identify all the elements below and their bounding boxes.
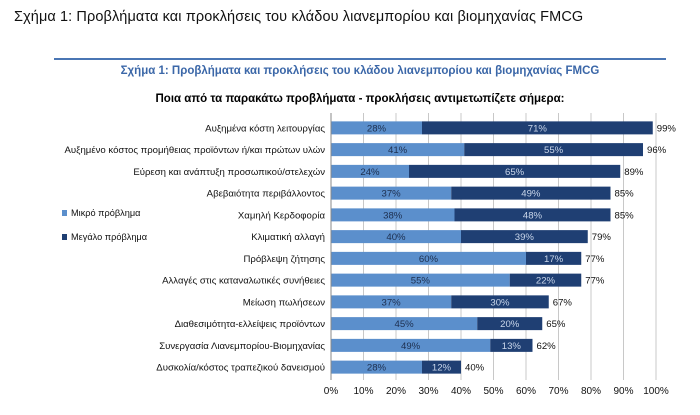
bar-small-problem <box>331 273 510 287</box>
bar-value-label: 37% <box>382 189 402 200</box>
chart-title: Σχήμα 1: Προβλήματα και προκλήσεις του κ… <box>120 65 600 77</box>
category-label: Συνεργασία Λιανεμπορίου-Βιομηχανίας <box>159 341 325 352</box>
bar-total-label: 79% <box>592 232 612 243</box>
bar-value-label: 30% <box>490 297 510 308</box>
bar-total-label: 85% <box>615 210 635 221</box>
bar-total-label: 89% <box>624 167 644 178</box>
bar-value-label: 20% <box>500 319 520 330</box>
bar-small-problem <box>331 295 452 309</box>
bar-value-label: 65% <box>505 167 525 178</box>
bar-big-problem <box>409 164 621 178</box>
bar-small-problem <box>331 338 491 352</box>
bar-big-problem <box>454 208 611 222</box>
bar-total-label: 67% <box>553 297 573 308</box>
bar-value-label: 28% <box>367 363 387 374</box>
bar-value-label: 45% <box>395 319 415 330</box>
bar-value-label: 41% <box>388 145 408 156</box>
x-tick-label: 30% <box>418 386 438 397</box>
x-tick-label: 40% <box>451 386 471 397</box>
bar-big-problem <box>422 360 461 374</box>
bar-big-problem <box>526 251 582 265</box>
category-label: Αβεβαιότητα περιβάλλοντος <box>207 189 326 200</box>
bar-total-label: 85% <box>615 189 635 200</box>
bar-value-label: 38% <box>383 210 403 221</box>
bar-value-label: 60% <box>419 254 439 265</box>
x-tick-label: 80% <box>581 386 601 397</box>
bar-small-problem <box>331 164 409 178</box>
bar-big-problem <box>451 186 611 200</box>
x-tick-label: 20% <box>386 386 406 397</box>
bar-big-problem <box>451 295 549 309</box>
bar-value-label: 55% <box>411 276 431 287</box>
bar-value-label: 12% <box>432 363 452 374</box>
bar-value-label: 24% <box>360 167 380 178</box>
legend-label: Μεγάλο πρόβλημα <box>71 232 148 242</box>
category-label: Διαθεσιμότητα-ελλείψεις προϊόντων <box>175 319 326 330</box>
bar-value-label: 71% <box>528 123 548 134</box>
bar-big-problem <box>464 143 643 157</box>
legend-swatch <box>62 210 67 216</box>
bar-total-label: 62% <box>537 341 557 352</box>
x-tick-label: 0% <box>324 386 339 397</box>
category-label: Αυξημένα κόστη λειτουργίας <box>205 123 325 134</box>
category-label: Δυσκολία/κόστος τραπεζικού δανεισμού <box>156 363 325 374</box>
bar-value-label: 28% <box>367 123 387 134</box>
category-label: Εύρεση και ανάπτυξη προσωπικού/στελεχών <box>133 167 325 178</box>
bar-total-label: 77% <box>585 276 605 287</box>
bar-total-label: 99% <box>657 123 677 134</box>
chart-frame: Σχήμα 1: Προβλήματα και προκλήσεις του κ… <box>54 58 666 412</box>
category-label: Αλλαγές στις καταναλωτικές συνήθειες <box>162 276 325 287</box>
bar-value-label: 49% <box>401 341 421 352</box>
bar-small-problem <box>331 360 422 374</box>
category-label: Μείωση πωλήσεων <box>243 297 325 308</box>
x-tick-label: 100% <box>643 386 669 397</box>
bar-value-label: 17% <box>544 254 564 265</box>
bar-value-label: 39% <box>515 232 535 243</box>
bar-big-problem <box>422 121 653 135</box>
bar-small-problem <box>331 143 465 157</box>
category-label: Πρόβλεψη ζήτησης <box>243 254 325 265</box>
bar-value-label: 55% <box>544 145 564 156</box>
x-tick-label: 70% <box>548 386 568 397</box>
bar-value-label: 37% <box>382 297 402 308</box>
bar-big-problem <box>490 338 533 352</box>
bar-total-label: 77% <box>585 254 605 265</box>
x-tick-label: 60% <box>516 386 536 397</box>
bar-value-label: 22% <box>536 276 556 287</box>
chart-subtitle: Ποια από τα παρακάτω προβλήματα - προκλή… <box>155 93 565 105</box>
bar-small-problem <box>331 121 422 135</box>
bar-small-problem <box>331 251 526 265</box>
category-label: Κλιματική αλλαγή <box>251 232 325 243</box>
x-tick-label: 10% <box>353 386 373 397</box>
bar-total-label: 96% <box>647 145 667 156</box>
bar-small-problem <box>331 230 461 244</box>
bar-small-problem <box>331 208 455 222</box>
bar-small-problem <box>331 317 478 331</box>
category-label: Αυξημένο κόστος προμήθειας προϊόντων ή/κ… <box>65 145 326 156</box>
bar-total-label: 40% <box>465 363 485 374</box>
x-tick-label: 90% <box>613 386 633 397</box>
bar-big-problem <box>477 317 543 331</box>
bar-value-label: 48% <box>523 210 543 221</box>
bar-value-label: 13% <box>502 341 522 352</box>
bar-small-problem <box>331 186 452 200</box>
document-caption: Σχήμα 1: Προβλήματα και προκλήσεις του κ… <box>14 9 584 25</box>
legend-swatch <box>62 234 67 240</box>
legend-label: Μικρό πρόβλημα <box>71 208 141 218</box>
bar-value-label: 49% <box>521 189 541 200</box>
bar-total-label: 65% <box>546 319 566 330</box>
category-label: Χαμηλή Κερδοφορία <box>238 210 326 221</box>
bar-big-problem <box>509 273 582 287</box>
bar-value-label: 40% <box>386 232 406 243</box>
x-tick-label: 50% <box>483 386 503 397</box>
bar-big-problem <box>461 230 588 244</box>
